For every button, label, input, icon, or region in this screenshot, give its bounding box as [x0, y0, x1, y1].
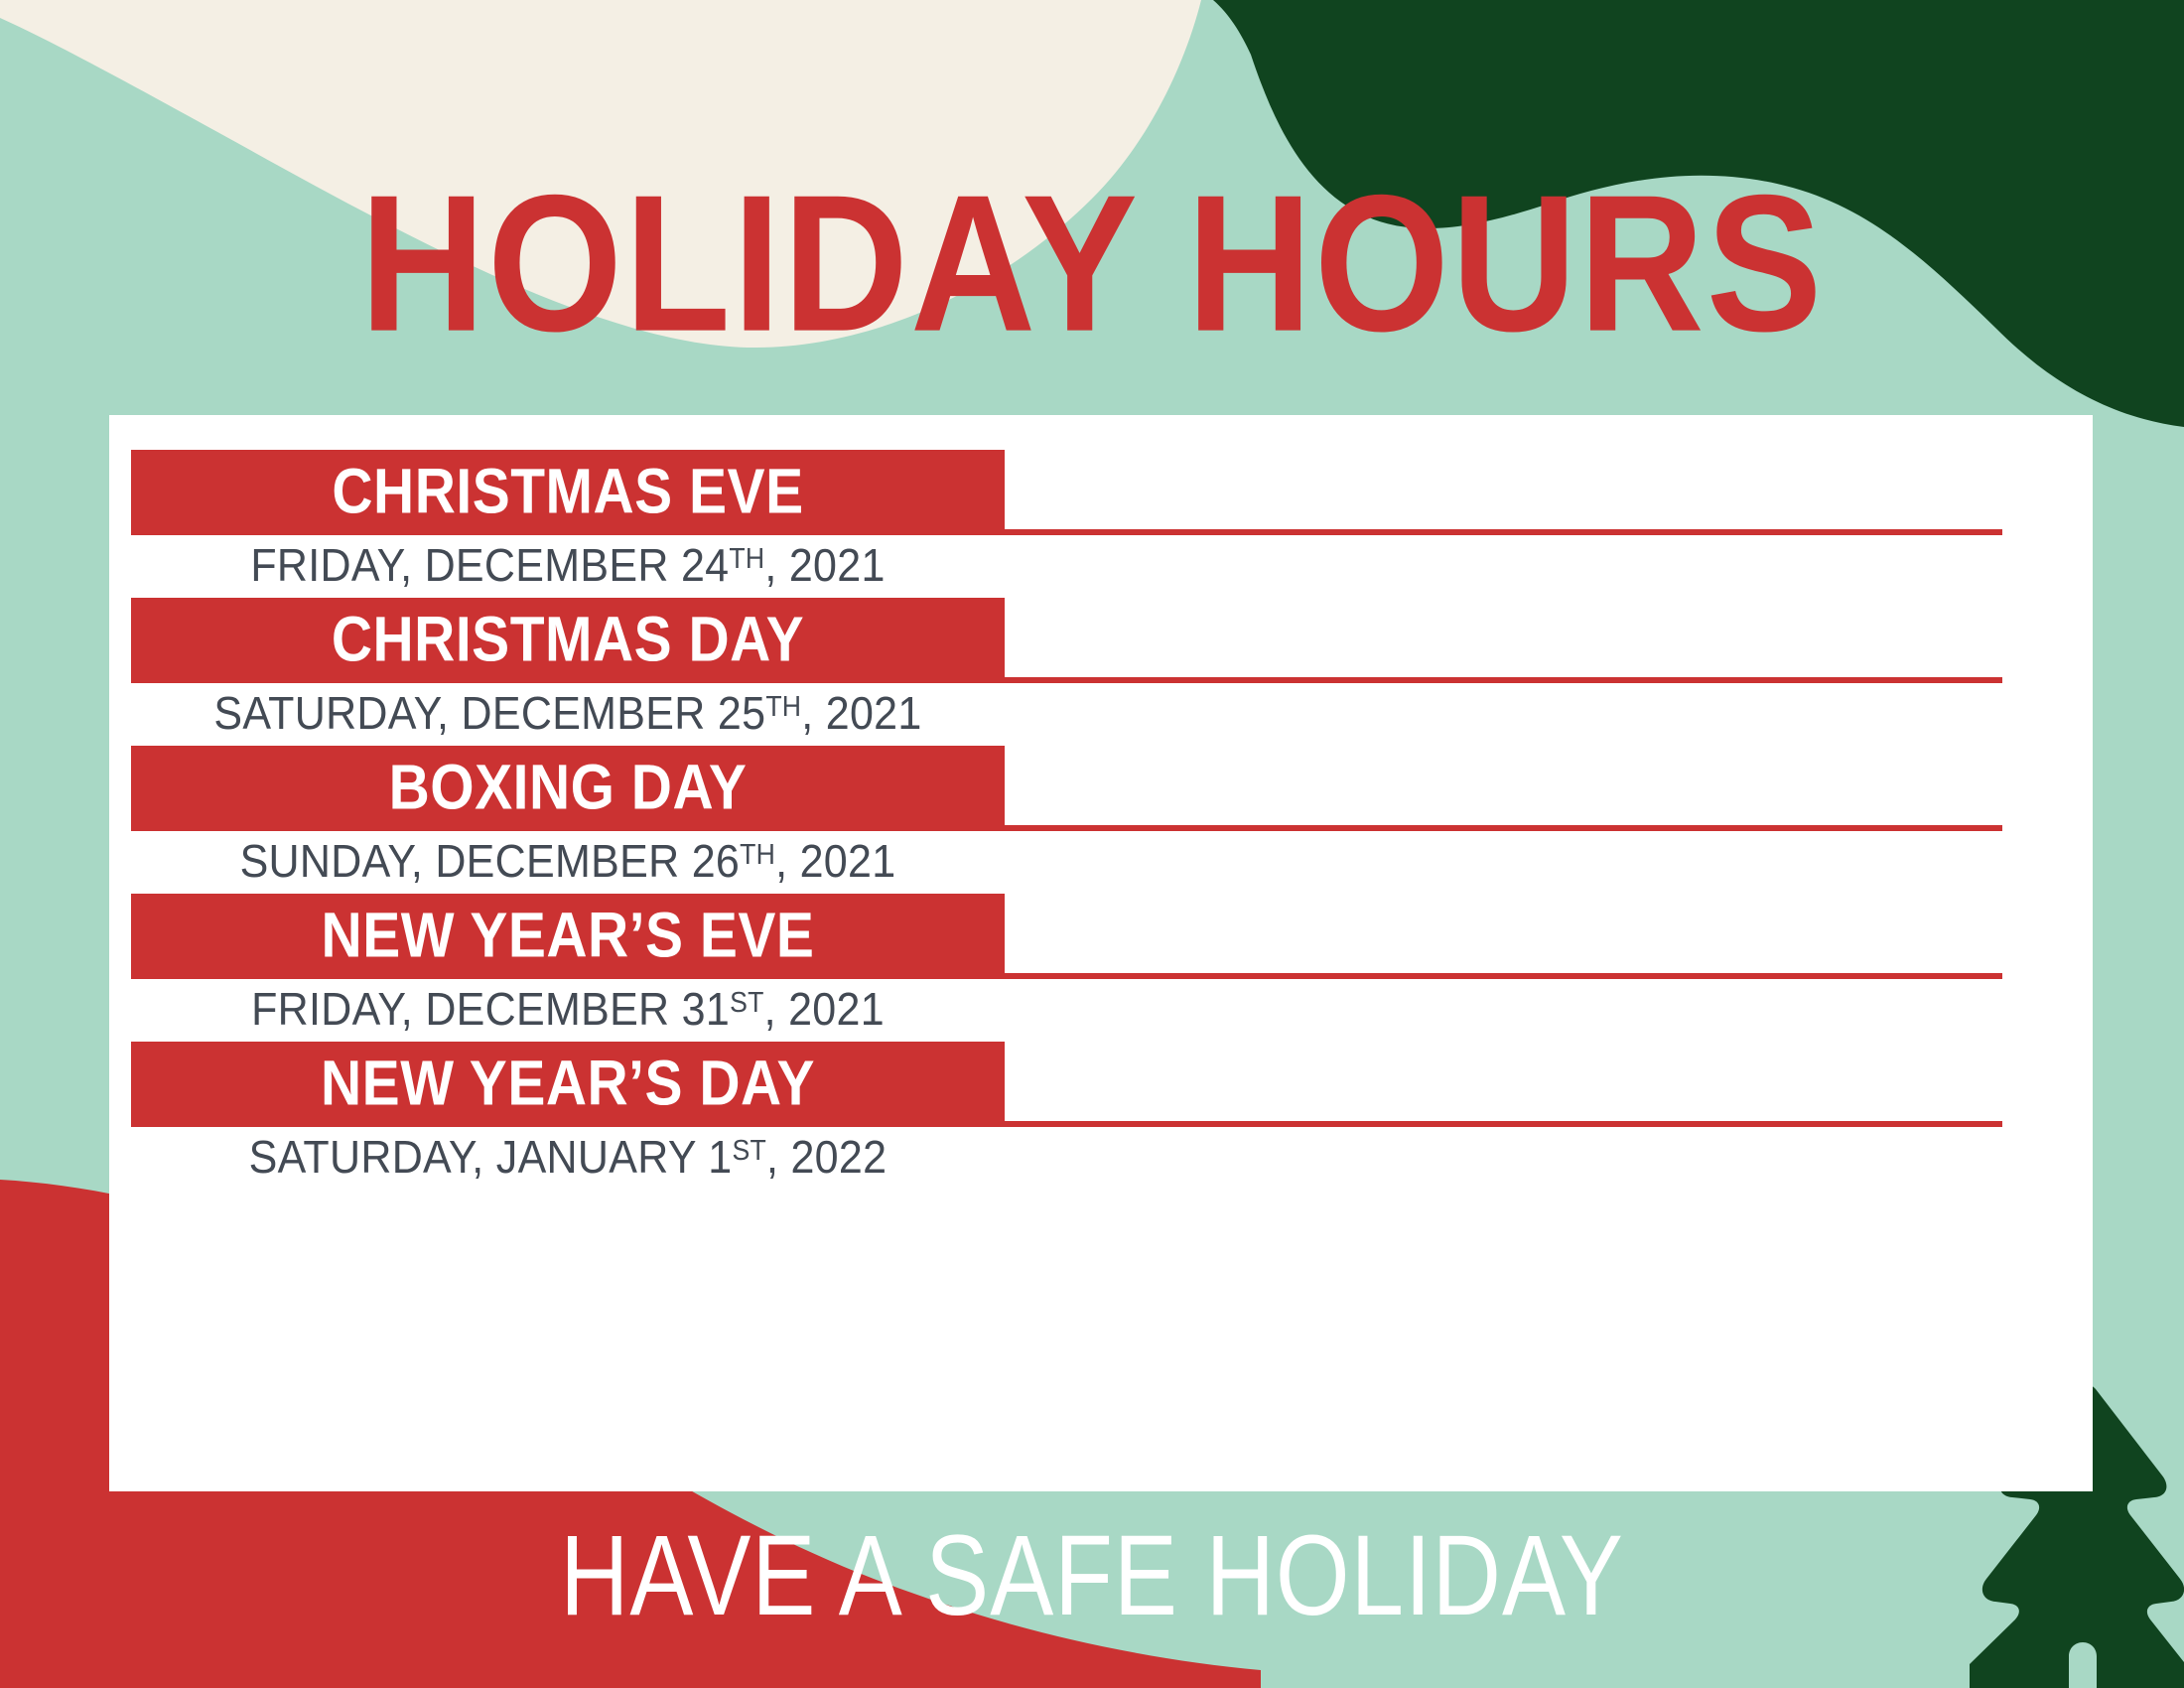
- date-day: 1: [708, 1132, 733, 1184]
- hours-rule-line: [1005, 973, 2002, 979]
- dark-green-blob-shape: [1213, 0, 2184, 427]
- holiday-name-label: CHRISTMAS EVE: [332, 455, 804, 527]
- date-ordinal: ST: [732, 1133, 766, 1167]
- holiday-date: FRIDAY, DECEMBER 31ST, 2021: [251, 984, 885, 1036]
- date-ordinal: ST: [730, 985, 764, 1019]
- date-month: DECEMBER: [425, 984, 670, 1036]
- date-year: 2021: [788, 984, 885, 1036]
- date-year: 2021: [788, 540, 886, 592]
- date-year: 2022: [790, 1132, 887, 1184]
- date-month: DECEMBER: [461, 688, 706, 740]
- holiday-badge: CHRISTMAS DAY: [131, 598, 1005, 683]
- date-ordinal: TH: [729, 541, 765, 575]
- date-weekday: FRIDAY,: [250, 540, 413, 592]
- date-year: 2021: [799, 836, 896, 888]
- holiday-badge: BOXING DAY: [131, 746, 1005, 831]
- hours-rule-line: [1005, 677, 2002, 683]
- date-day: 26: [691, 836, 741, 888]
- date-year: 2021: [825, 688, 922, 740]
- table-row: NEW YEAR’S DAY SATURDAY, JANUARY 1ST, 20…: [109, 1042, 2093, 1190]
- date-month: JANUARY: [495, 1132, 697, 1184]
- date-ordinal: TH: [765, 689, 802, 723]
- holiday-name-label: NEW YEAR’S EVE: [321, 899, 815, 971]
- hours-card: CHRISTMAS EVE FRIDAY, DECEMBER 24TH, 202…: [109, 415, 2093, 1491]
- date-day: 25: [717, 688, 766, 740]
- cream-blob-shape: [0, 0, 1201, 348]
- date-ordinal: TH: [740, 837, 776, 871]
- holiday-badge: NEW YEAR’S DAY: [131, 1042, 1005, 1127]
- holiday-date: SATURDAY, DECEMBER 25TH, 2021: [213, 688, 922, 740]
- page-title: HOLIDAY HOURS: [359, 155, 1825, 373]
- holiday-name-label: BOXING DAY: [388, 751, 748, 823]
- holiday-badge: NEW YEAR’S EVE: [131, 894, 1005, 979]
- date-weekday: FRIDAY,: [251, 984, 414, 1036]
- table-row: CHRISTMAS DAY SATURDAY, DECEMBER 25TH, 2…: [109, 598, 2093, 746]
- holiday-name-label: CHRISTMAS DAY: [331, 603, 805, 675]
- holiday-date: FRIDAY, DECEMBER 24TH, 2021: [250, 540, 886, 592]
- date-month: DECEMBER: [424, 540, 669, 592]
- holiday-name-label: NEW YEAR’S DAY: [321, 1047, 815, 1119]
- table-row: CHRISTMAS EVE FRIDAY, DECEMBER 24TH, 202…: [109, 450, 2093, 598]
- date-day: 31: [681, 984, 731, 1036]
- holiday-date: SUNDAY, DECEMBER 26TH, 2021: [239, 836, 896, 888]
- hours-rule-line: [1005, 1121, 2002, 1127]
- date-weekday: SATURDAY,: [213, 688, 450, 740]
- hours-rule-line: [1005, 529, 2002, 535]
- date-weekday: SATURDAY,: [248, 1132, 484, 1184]
- table-row: BOXING DAY SUNDAY, DECEMBER 26TH, 2021: [109, 746, 2093, 894]
- holiday-date: SATURDAY, JANUARY 1ST, 2022: [248, 1132, 887, 1184]
- date-weekday: SUNDAY,: [239, 836, 424, 888]
- holiday-badge: CHRISTMAS EVE: [131, 450, 1005, 535]
- hours-rule-line: [1005, 825, 2002, 831]
- footer-message: HAVE A SAFE HOLIDAY: [560, 1511, 1624, 1640]
- table-row: NEW YEAR’S EVE FRIDAY, DECEMBER 31ST, 20…: [109, 894, 2093, 1042]
- date-day: 24: [680, 540, 730, 592]
- date-month: DECEMBER: [435, 836, 680, 888]
